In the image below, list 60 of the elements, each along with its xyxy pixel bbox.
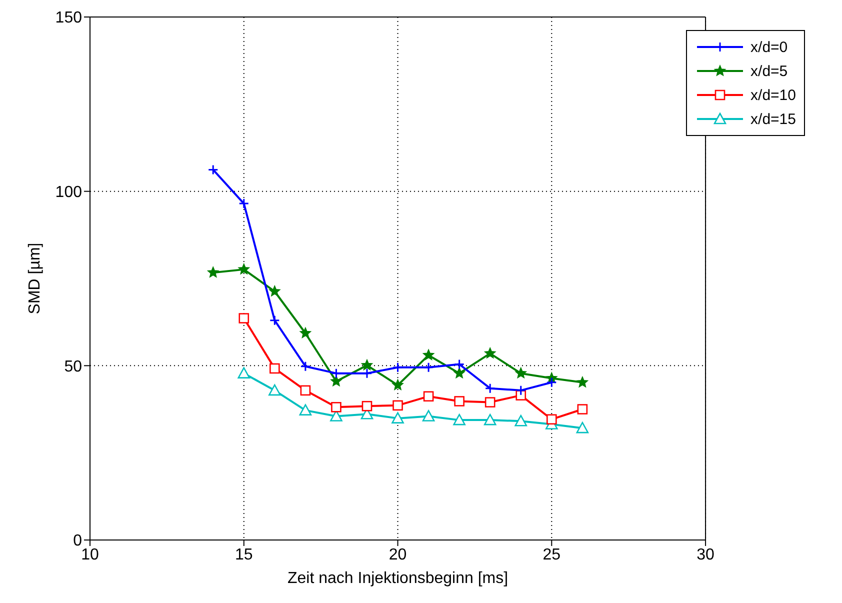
x-axis-title: Zeit nach Injektionsbeginn [ms] xyxy=(287,570,508,587)
y-axis-title: SMD [µm] xyxy=(26,242,44,314)
point xyxy=(207,266,219,278)
point xyxy=(299,404,312,416)
point xyxy=(331,402,342,412)
point xyxy=(392,400,403,411)
legend-label: x/d=10 xyxy=(750,86,796,104)
x-tick-label: 15 xyxy=(234,546,253,564)
point xyxy=(484,414,496,426)
point xyxy=(392,412,404,424)
point xyxy=(454,359,465,370)
point xyxy=(454,396,464,406)
point xyxy=(576,422,589,434)
point xyxy=(577,404,588,414)
point xyxy=(422,349,434,360)
point xyxy=(516,390,526,400)
point xyxy=(330,368,342,379)
point xyxy=(484,348,496,358)
point xyxy=(269,286,280,296)
point xyxy=(546,414,557,425)
point xyxy=(238,198,250,209)
point xyxy=(484,383,496,394)
point xyxy=(392,362,404,373)
point xyxy=(453,414,466,426)
legend-label: x/d=0 xyxy=(750,38,788,56)
point xyxy=(238,367,250,378)
point xyxy=(330,375,342,386)
point xyxy=(576,376,588,388)
point xyxy=(484,397,496,408)
point xyxy=(423,362,434,373)
point xyxy=(516,385,526,396)
point xyxy=(514,414,528,426)
x-tick-label: 10 xyxy=(81,546,99,564)
point xyxy=(546,377,557,388)
y-tick-label: 0 xyxy=(73,532,82,550)
point xyxy=(423,391,434,402)
point xyxy=(392,379,404,390)
legend-label: x/d=5 xyxy=(750,62,788,80)
point xyxy=(300,327,312,338)
point xyxy=(515,367,527,378)
legend-label: x/d=15 xyxy=(750,110,796,128)
point xyxy=(362,368,372,379)
y-tick-label: 100 xyxy=(55,184,82,202)
point xyxy=(300,385,311,396)
y-tick-label: 50 xyxy=(64,358,82,376)
point xyxy=(362,400,372,412)
x-tick-label: 30 xyxy=(696,546,715,564)
x-tick-label: 25 xyxy=(542,546,561,564)
point xyxy=(361,359,373,370)
point xyxy=(268,384,281,396)
y-tick-label: 150 xyxy=(55,10,82,27)
point xyxy=(422,410,435,422)
point xyxy=(269,315,280,326)
point xyxy=(454,367,465,378)
point xyxy=(238,264,250,274)
point xyxy=(238,313,250,324)
point xyxy=(208,164,218,175)
point xyxy=(300,361,311,372)
point xyxy=(270,363,280,374)
x-tick-label: 20 xyxy=(388,546,407,564)
